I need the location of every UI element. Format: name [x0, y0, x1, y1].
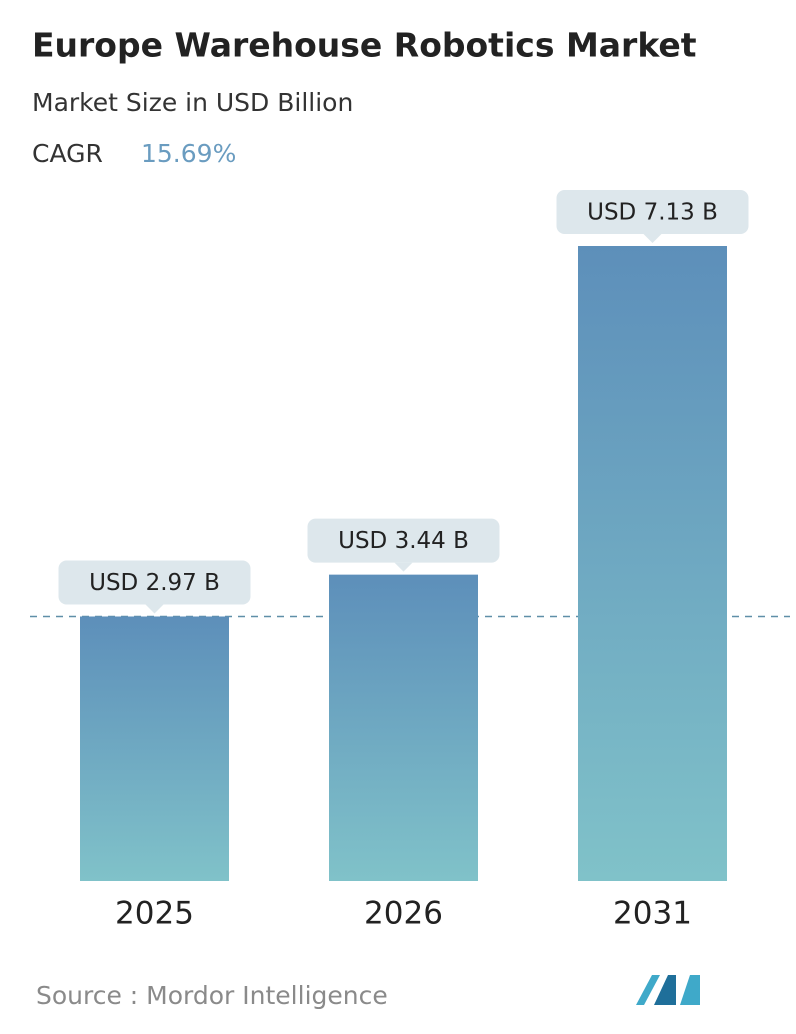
value-label-pointer — [145, 604, 164, 614]
value-label: USD 2.97 B — [89, 570, 220, 596]
cagr-label: CAGR — [32, 139, 103, 168]
chart-subtitle: Market Size in USD Billion — [32, 88, 353, 117]
chart-title: Europe Warehouse Robotics Market — [32, 26, 697, 65]
x-tick-label: 2026 — [364, 896, 443, 932]
bar — [329, 574, 478, 881]
value-label-box — [58, 560, 251, 605]
value-label-box — [556, 190, 749, 234]
value-label-pointer — [394, 562, 413, 572]
value-label-pointer — [643, 234, 662, 243]
source: Source : Mordor Intelligence — [36, 981, 388, 1010]
value-label: USD 7.13 B — [587, 200, 718, 226]
bar — [80, 616, 229, 881]
x-tick-label: 2025 — [115, 896, 194, 932]
value-label-box — [307, 518, 500, 563]
x-tick-label: 2031 — [613, 896, 692, 932]
cagr-value: 15.69% — [141, 139, 236, 168]
bar — [578, 246, 727, 881]
value-label: USD 3.44 B — [338, 528, 469, 554]
logo — [636, 975, 700, 1005]
